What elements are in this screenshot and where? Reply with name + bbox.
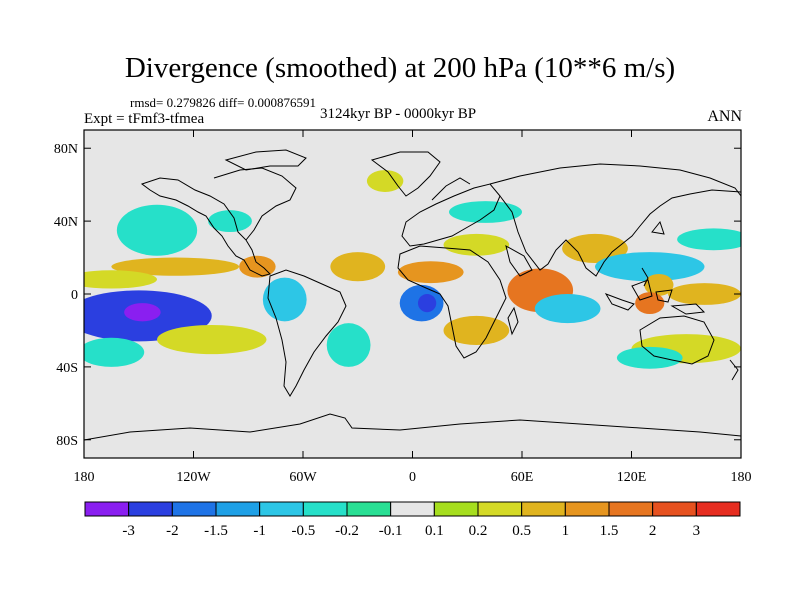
colorbar-swatch (652, 501, 697, 517)
lon-tick-label: 120E (617, 470, 647, 485)
anomaly-field (84, 170, 741, 369)
lat-tick-label: 40N (54, 215, 78, 230)
colorbar-swatch (302, 501, 348, 517)
colorbar-swatch (128, 501, 173, 517)
lon-tick-label: 0 (409, 470, 416, 485)
anomaly-patch (84, 270, 157, 289)
period-label: 3124kyr BP - 0000kyr BP (320, 106, 477, 122)
colorbar-swatch (477, 501, 523, 517)
lon-tick-label: 60W (289, 470, 317, 485)
page-title: Divergence (smoothed) at 200 hPa (10**6 … (124, 52, 676, 84)
anomaly-patch (366, 170, 404, 192)
colorbar-swatch (521, 501, 566, 517)
colorbar-label: -1.5 (204, 523, 228, 539)
coastlines (84, 149, 741, 441)
anomaly-patch (111, 257, 240, 276)
colorbar-swatch (259, 501, 304, 517)
colorbar: -3 -2 -1.5 -1 -0.5 -0.2 -0.1 0.1 0.2 0.5 1 1.5 2 3 (84, 501, 741, 539)
colorbar-label: -0.2 (335, 523, 359, 539)
lon-tick-label: 60E (511, 470, 534, 485)
colorbar-label: 0.1 (425, 523, 444, 539)
anomaly-patch (635, 292, 665, 315)
colorbar-label: -0.1 (379, 523, 403, 539)
colorbar-swatch (390, 501, 435, 517)
experiment-label: Expt = tFmf3-tfmea (84, 111, 205, 127)
colorbar-label: 1 (562, 523, 570, 539)
lon-tick-label: 120W (176, 470, 211, 485)
anomaly-patch (330, 252, 386, 282)
colorbar-label: -0.5 (291, 523, 315, 539)
colorbar-swatch (346, 501, 392, 517)
lon-tick-label: 180 (731, 470, 752, 485)
colorbar-swatch (564, 501, 610, 517)
anomaly-patch (116, 204, 198, 256)
lat-tick-label: 40S (56, 361, 78, 376)
anomaly-patch (262, 277, 307, 322)
colorbar-label: 0.2 (469, 523, 488, 539)
anomaly-patch (595, 252, 705, 282)
colorbar-swatch (608, 501, 654, 517)
colorbar-swatch (171, 501, 217, 517)
anomaly-patch (616, 346, 683, 369)
anomaly-patch (677, 228, 741, 251)
anomaly-patch (443, 315, 510, 346)
anomaly-patch (157, 324, 267, 355)
stats-label: rmsd= 0.279826 diff= 0.000876591 (130, 95, 316, 110)
anomaly-patch (84, 337, 145, 367)
colorbar-swatch (84, 501, 130, 517)
lat-tick-label: 0 (71, 288, 78, 303)
anomaly-patch (397, 261, 464, 284)
lat-tick-label: 80S (56, 434, 78, 449)
colorbar-label: 2 (649, 523, 657, 539)
anomaly-patch (239, 255, 276, 278)
anomaly-patch (668, 283, 741, 305)
lon-tick-label: 180 (74, 470, 95, 485)
colorbar-label: 3 (693, 523, 701, 539)
colorbar-label: -3 (122, 523, 135, 539)
colorbar-label: -2 (166, 523, 179, 539)
anomaly-patch (449, 201, 522, 223)
season-label: ANN (707, 108, 742, 125)
map-axes: 80N 40N 0 40S 80S 180 120W 60W 0 60E 120E 180 (54, 130, 752, 485)
colorbar-label: 0.5 (512, 523, 531, 539)
colorbar-label: -1 (253, 523, 266, 539)
colorbar-swatch (433, 501, 479, 517)
anomaly-patch (443, 233, 510, 256)
anomaly-patch (208, 210, 252, 233)
colorbar-label: 1.5 (600, 523, 619, 539)
anomaly-patch (124, 303, 161, 322)
lat-tick-label: 80N (54, 142, 78, 157)
anomaly-patch (417, 294, 437, 313)
anomaly-patch (562, 233, 628, 264)
anomaly-patch (534, 294, 601, 324)
anomaly-patch (326, 323, 371, 367)
colorbar-swatch (215, 501, 261, 517)
colorbar-swatch (695, 501, 741, 517)
